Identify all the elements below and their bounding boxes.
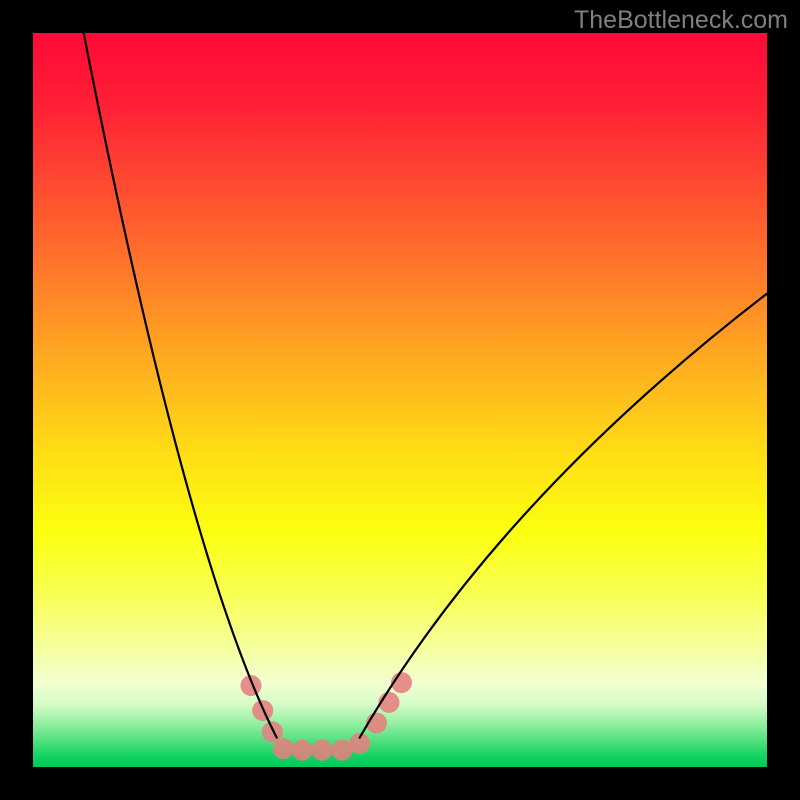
- highlight-dot: [312, 740, 333, 761]
- chart-stage: TheBottleneck.com: [0, 0, 800, 800]
- highlight-dot: [292, 740, 313, 761]
- watermark-text: TheBottleneck.com: [574, 6, 788, 35]
- gradient-background: [33, 33, 767, 767]
- highlight-dot: [273, 738, 294, 759]
- plot-svg: [0, 0, 800, 800]
